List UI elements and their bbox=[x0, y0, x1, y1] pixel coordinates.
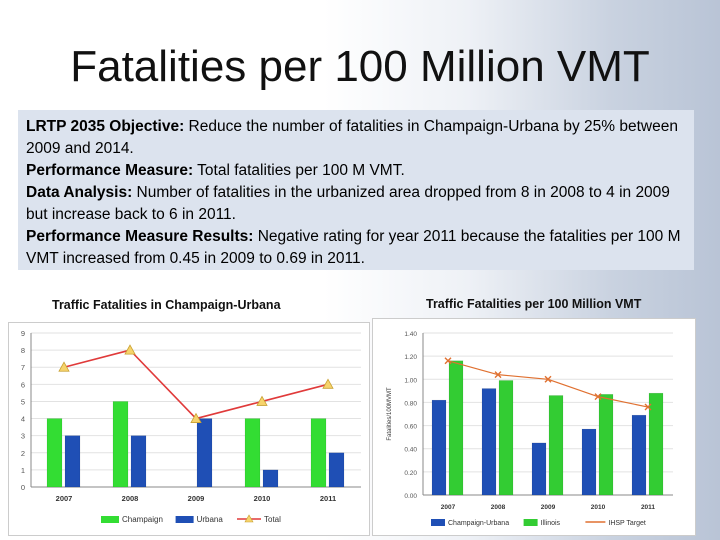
fatalities-count-svg: 0 1 2 3 4 5 6 7 8 9 2007 2008 2009 2010 2011 Champaign U… bbox=[21, 329, 361, 524]
bar-champaign-urbana-2009 bbox=[531, 442, 547, 496]
y-tick-label: 1.20 bbox=[404, 354, 417, 361]
bar-champaign-urbana-2011 bbox=[631, 414, 647, 496]
y-tick-label: 9 bbox=[21, 329, 25, 338]
y-tick-label: 3 bbox=[21, 432, 25, 441]
objective-label: LRTP 2035 Objective: bbox=[26, 118, 185, 135]
legend-label-ihsp-target: IHSP Target bbox=[608, 520, 646, 527]
marker-total-2007 bbox=[58, 361, 70, 372]
bar-urbana-2010 bbox=[262, 469, 279, 488]
bar-illinois-2008 bbox=[498, 380, 514, 496]
legend-label-champaign: Champaign bbox=[122, 515, 163, 524]
bar-champaign-2011 bbox=[310, 418, 327, 488]
fatalities-count-chart: 0 1 2 3 4 5 6 7 8 9 2007 2008 2009 2010 2011 Champaign U… bbox=[8, 322, 370, 536]
bar-champaign-2007 bbox=[46, 418, 63, 488]
measure-label: Performance Measure: bbox=[26, 162, 194, 179]
y-tick-label: 1.40 bbox=[404, 331, 417, 338]
x-tick-label: 2010 bbox=[254, 494, 271, 503]
bar-illinois-2011 bbox=[648, 392, 664, 496]
marker-ihsp-target-2008 bbox=[494, 371, 502, 379]
y-tick-label: 8 bbox=[21, 346, 25, 355]
marker-total-2011 bbox=[322, 378, 334, 389]
marker-ihsp-target-2011 bbox=[644, 403, 652, 411]
bar-illinois-2007 bbox=[448, 360, 464, 496]
chart2-caption: Traffic Fatalities per 100 Million VMT bbox=[426, 297, 642, 311]
x-tick-label: 2007 bbox=[56, 494, 73, 503]
bar-illinois-2010 bbox=[598, 394, 614, 496]
y-axis-label: Fatalities/100MVMT bbox=[387, 387, 393, 441]
analysis-label: Data Analysis: bbox=[26, 184, 133, 201]
legend-label-champaign-urbana: Champaign-Urbana bbox=[448, 520, 509, 527]
y-tick-label: 5 bbox=[21, 397, 25, 406]
bar-urbana-2009 bbox=[196, 418, 213, 488]
x-tick-label: 2011 bbox=[320, 494, 336, 503]
fatalities-rate-chart: 0.00 0.20 0.40 0.60 0.80 1.00 1.20 1.40 Fataliti… bbox=[372, 318, 696, 536]
y-tick-label: 1 bbox=[21, 466, 25, 475]
bar-champaign-2008 bbox=[112, 401, 129, 488]
y-tick-label: 1.00 bbox=[404, 377, 417, 384]
chart1-caption: Traffic Fatalities in Champaign-Urbana bbox=[52, 298, 281, 312]
y-tick-label: 2 bbox=[21, 449, 25, 458]
bar-champaign-urbana-2007 bbox=[431, 399, 447, 496]
y-tick-label: 0 bbox=[21, 483, 25, 492]
legend-label-total: Total bbox=[264, 515, 281, 524]
y-tick-label: 0.00 bbox=[404, 493, 417, 500]
bar-urbana-2008 bbox=[130, 435, 147, 488]
x-tick-label: 2008 bbox=[491, 504, 506, 511]
bar-champaign-2010 bbox=[244, 418, 261, 488]
y-tick-label: 0.60 bbox=[404, 424, 417, 431]
marker-ihsp-target-2009 bbox=[544, 375, 552, 383]
marker-ihsp-target-2007 bbox=[444, 357, 452, 365]
marker-total-2008 bbox=[124, 344, 136, 355]
bar-champaign-urbana-2010 bbox=[581, 428, 597, 496]
x-tick-label: 2010 bbox=[591, 504, 606, 511]
x-tick-label: 2011 bbox=[641, 504, 655, 511]
bar-champaign-urbana-2008 bbox=[481, 388, 497, 496]
legend-swatch-champaign bbox=[101, 516, 119, 523]
y-tick-label: 6 bbox=[21, 380, 25, 389]
line-ihsp-target bbox=[447, 360, 649, 408]
y-tick-label: 7 bbox=[21, 363, 25, 372]
legend-marker-total bbox=[244, 514, 254, 523]
marker-total-2010 bbox=[256, 395, 268, 406]
marker-ihsp-target-2010 bbox=[594, 393, 602, 401]
objective-text: Reduce the number of fatalities in Champ… bbox=[26, 118, 678, 157]
slide-title: Fatalities per 100 Million VMT bbox=[70, 42, 650, 91]
y-tick-label: 4 bbox=[21, 415, 25, 424]
bar-illinois-2009 bbox=[548, 395, 564, 496]
legend-swatch-champaign-urbana bbox=[431, 519, 445, 526]
x-tick-label: 2009 bbox=[188, 494, 205, 503]
measure-text: Total fatalities per 100 M VMT. bbox=[193, 162, 405, 179]
x-tick-label: 2008 bbox=[122, 494, 139, 503]
bar-urbana-2007 bbox=[64, 435, 81, 488]
y-tick-label: 0.40 bbox=[404, 447, 417, 454]
x-tick-label: 2007 bbox=[441, 504, 456, 511]
x-tick-label: 2009 bbox=[541, 504, 556, 511]
marker-total-2009 bbox=[190, 412, 202, 423]
results-text: Negative rating for year 2011 because th… bbox=[26, 228, 681, 267]
y-tick-label: 0.20 bbox=[404, 470, 417, 477]
analysis-text: Number of fatalities in the urbanized ar… bbox=[26, 184, 670, 223]
bar-urbana-2011 bbox=[328, 452, 345, 488]
results-label: Performance Measure Results: bbox=[26, 228, 254, 245]
legend-swatch-illinois bbox=[523, 519, 538, 526]
fatalities-rate-svg: 0.00 0.20 0.40 0.60 0.80 1.00 1.20 1.40 Fataliti… bbox=[387, 331, 673, 527]
legend-label-illinois: Illinois bbox=[541, 520, 561, 527]
legend-label-urbana: Urbana bbox=[197, 515, 224, 524]
legend-swatch-urbana bbox=[175, 516, 194, 523]
objective-textbox: LRTP 2035 Objective: Reduce the number o… bbox=[18, 110, 694, 270]
y-tick-label: 0.80 bbox=[404, 400, 417, 407]
